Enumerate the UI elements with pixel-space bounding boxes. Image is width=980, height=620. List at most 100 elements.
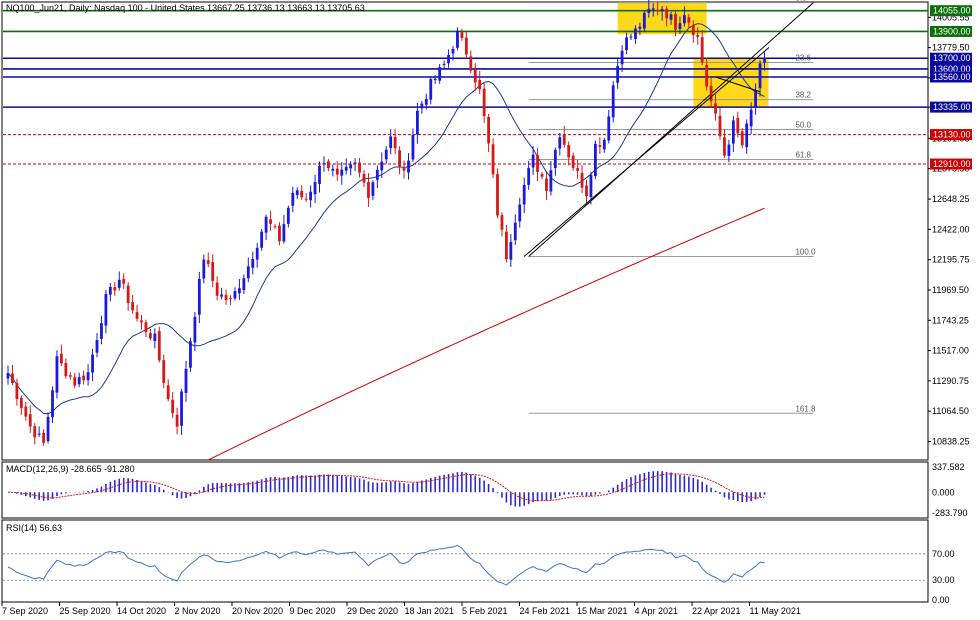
date-tick-label: 25 Sep 2020	[60, 606, 111, 616]
candle-body	[513, 222, 517, 241]
level-tag	[930, 158, 972, 170]
fib-label: 100.0	[795, 247, 816, 256]
candle-body	[149, 333, 152, 339]
candle-body	[15, 382, 19, 400]
candle-body	[736, 117, 740, 134]
candle-body	[638, 26, 642, 29]
candle-body	[754, 90, 757, 108]
candle-body	[251, 259, 255, 268]
candle-body	[6, 373, 10, 379]
candle-body	[264, 216, 268, 233]
candle-body	[126, 285, 130, 304]
candle-body	[745, 123, 749, 148]
candle-body	[331, 168, 335, 171]
candle-body	[420, 103, 424, 109]
candle-body	[304, 198, 308, 200]
candle-body	[340, 169, 344, 176]
horizontal-levels	[3, 9, 928, 165]
candle-body	[162, 360, 166, 383]
candle-body	[260, 231, 264, 248]
candle-body	[273, 226, 277, 228]
candle-body	[714, 103, 717, 114]
candle-body	[180, 391, 183, 426]
price-tick-label: 14005.55	[932, 12, 970, 22]
candle-body	[104, 294, 108, 326]
level-tag-text: 14055.00	[933, 6, 971, 16]
candle-body	[669, 14, 673, 20]
candle-body	[598, 145, 602, 147]
candle-body	[549, 170, 553, 192]
candle-body	[166, 385, 170, 400]
fib-diagonal	[528, 2, 814, 257]
level-tag-text: 13335.00	[933, 102, 971, 112]
candle-body	[389, 136, 393, 149]
level-tag	[930, 63, 972, 75]
candle-body	[117, 279, 121, 288]
candle-body	[500, 215, 504, 230]
candle-body	[424, 98, 428, 105]
rsi-tick-label: 70.00	[932, 549, 955, 559]
candle-body	[518, 204, 522, 222]
candle-body	[758, 63, 762, 89]
ma-long-line	[208, 207, 765, 461]
candle-body	[77, 377, 81, 385]
candle-body	[416, 110, 419, 135]
candle-body	[709, 85, 713, 102]
fib-label: 161.8	[795, 404, 816, 413]
candle-body	[393, 136, 397, 149]
candle-body	[384, 149, 388, 160]
candle-body	[313, 181, 317, 195]
fib-label: 0.0	[795, 0, 807, 3]
macd-signal-line	[7, 473, 765, 502]
candle-body	[634, 28, 637, 39]
candle-body	[122, 279, 126, 284]
candle-body	[531, 154, 535, 168]
candle-body	[429, 79, 433, 100]
candle-body	[55, 356, 59, 393]
candle-body	[438, 67, 442, 81]
candle-body	[607, 116, 611, 141]
candle-body	[215, 282, 219, 296]
candle-body	[625, 37, 628, 51]
candle-body	[300, 190, 304, 198]
candle-body	[211, 262, 215, 281]
level-tag-text: 13900.00	[933, 26, 971, 36]
candle-body	[33, 426, 37, 438]
date-tick-label: 11 May 2021	[750, 606, 801, 616]
candle-body	[656, 9, 660, 12]
fib-label: 23.6	[795, 54, 811, 63]
level-tag	[930, 71, 972, 83]
candle-body	[589, 174, 593, 198]
macd-tick-label: -283.790	[932, 508, 968, 518]
candle-body	[407, 160, 410, 173]
candle-body	[482, 88, 486, 117]
level-tag-text: 13700.00	[933, 53, 971, 63]
date-tick-label: 22 Apr 2021	[692, 606, 741, 616]
candle-body	[269, 219, 272, 224]
candle-body	[491, 144, 495, 175]
candle-body	[540, 174, 544, 177]
candle-body	[749, 109, 753, 127]
candle-body	[153, 333, 157, 341]
candle-body	[242, 278, 246, 291]
candle-body	[295, 190, 299, 196]
fib-label: 61.8	[795, 151, 811, 160]
candle-body	[723, 137, 726, 156]
price-tick-label: 11969.50	[932, 285, 969, 295]
candle-body	[456, 30, 459, 48]
candle-body	[86, 372, 90, 381]
candle-body	[660, 9, 664, 12]
candle-body	[131, 302, 134, 311]
price-tick-label: 11743.25	[932, 315, 969, 325]
date-tick-label: 5 Feb 2021	[462, 606, 508, 616]
rsi-pane-frame	[1, 519, 929, 603]
candle-body	[740, 131, 744, 146]
candle-body	[447, 55, 450, 64]
candle-body	[144, 322, 148, 333]
date-tick-label: 20 Nov 2020	[232, 606, 283, 616]
candle-body	[700, 37, 704, 63]
trend-lines	[523, 47, 770, 257]
price-tick-label: 13779.50	[932, 43, 970, 53]
level-tag	[930, 25, 972, 37]
